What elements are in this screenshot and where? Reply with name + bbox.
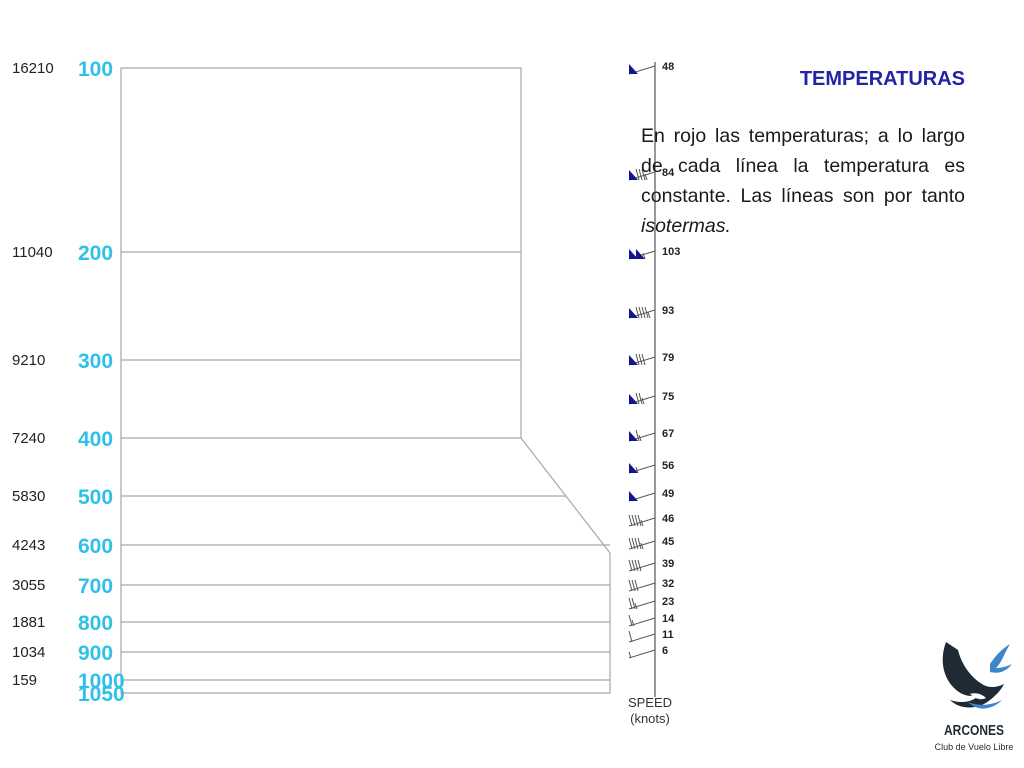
wind-barb — [628, 64, 656, 75]
pressure-label: 900 — [78, 642, 113, 665]
wind-barb — [628, 392, 656, 405]
panel-body-text: En rojo las temperaturas; a lo largo de … — [641, 125, 965, 207]
wind-speed-label: 84 — [662, 167, 675, 179]
wind-speed-label: 67 — [662, 428, 674, 440]
wind-speed-label: 14 — [662, 613, 675, 625]
barb-flag — [629, 463, 638, 473]
diagram-outline — [120, 67, 611, 694]
wind-barb — [628, 429, 656, 442]
wind-barb — [628, 306, 656, 319]
pressure-label: 1050 — [78, 683, 125, 706]
wind-barb — [628, 579, 656, 592]
isobar-grid — [120, 67, 611, 694]
wind-barb — [628, 649, 656, 659]
barb-flag — [629, 249, 638, 259]
pressure-label: 200 — [78, 242, 113, 265]
pressure-label: 1000 — [78, 670, 125, 693]
wind-barb — [628, 168, 656, 181]
wind-speed-labels: 48 84 103 93 79 75 67 56 49 46 45 39 32 23 14 11 6 — [662, 61, 680, 657]
barb-flag — [629, 308, 638, 318]
altitude-label: 7240 — [12, 430, 45, 447]
wind-speed-label: 103 — [662, 246, 680, 258]
wind-barb — [628, 353, 656, 366]
altitude-label: 3055 — [12, 577, 45, 594]
logo-subtitle: Club de Vuelo Libre — [934, 742, 1014, 752]
speed-axis-unit: (knots) — [630, 711, 670, 726]
altitude-label: 1034 — [12, 644, 45, 661]
wind-barb — [628, 559, 656, 572]
altitude-label: 159 — [12, 672, 37, 689]
panel-body: En rojo las temperaturas; a lo largo de … — [641, 121, 965, 241]
barb-flag — [629, 170, 638, 180]
altitude-label: 5830 — [12, 488, 45, 505]
wind-barb — [628, 597, 656, 610]
altitude-label: 1881 — [12, 614, 45, 631]
speed-axis-title: SPEED — [628, 695, 672, 710]
pressure-label: 400 — [78, 428, 113, 451]
wind-barb — [628, 630, 656, 643]
wind-speed-label: 46 — [662, 513, 674, 525]
wind-barb — [628, 614, 656, 627]
wind-barb — [628, 514, 656, 527]
pressure-label: 700 — [78, 575, 113, 598]
wind-speed-label: 11 — [662, 629, 674, 641]
barb-flag — [629, 431, 638, 441]
wind-speed-label: 75 — [662, 391, 674, 403]
wind-speed-label: 93 — [662, 305, 674, 317]
condor-icon — [942, 642, 1012, 709]
wind-speed-label: 48 — [662, 61, 674, 73]
wind-barb — [628, 249, 656, 260]
barb-flag — [636, 249, 645, 259]
wind-barb — [628, 491, 656, 502]
wind-speed-label: 39 — [662, 558, 674, 570]
wind-speed-label: 45 — [662, 536, 674, 548]
altitude-label: 16210 — [12, 60, 54, 77]
wind-barb — [628, 537, 656, 550]
wind-speed-label: 6 — [662, 645, 668, 657]
wind-speed-label: 79 — [662, 352, 674, 364]
panel-body-emphasis: isotermas. — [641, 215, 731, 237]
altitude-labels: 16210 11040 9210 7240 5830 4243 3055 1881 1034 15… — [12, 60, 54, 689]
logo-name: ARCONES — [943, 722, 1004, 739]
wind-barbs — [628, 64, 656, 659]
altitude-label: 11040 — [12, 244, 53, 261]
wind-speed-label: 32 — [662, 578, 674, 590]
club-logo: ARCONES Club de Vuelo Libre — [932, 636, 1016, 760]
barb-flag — [629, 491, 638, 501]
wind-speed-label: 23 — [662, 596, 674, 608]
altitude-label: 4243 — [12, 537, 45, 554]
pressure-label: 600 — [78, 535, 113, 558]
pressure-label: 800 — [78, 612, 113, 635]
explanation-panel: TEMPERATURAS En rojo las temperaturas; a… — [641, 68, 965, 241]
wind-speed-label: 56 — [662, 460, 674, 472]
pressure-label: 300 — [78, 350, 113, 373]
wind-barb — [628, 463, 656, 474]
pressure-label: 100 — [78, 58, 113, 81]
wind-speed-label: 49 — [662, 488, 674, 500]
panel-title: TEMPERATURAS — [799, 68, 965, 90]
barb-flag — [629, 64, 638, 74]
barb-flag — [629, 394, 638, 404]
pressure-label: 500 — [78, 486, 113, 509]
barb-flag — [629, 355, 638, 365]
altitude-label: 9210 — [12, 352, 45, 369]
